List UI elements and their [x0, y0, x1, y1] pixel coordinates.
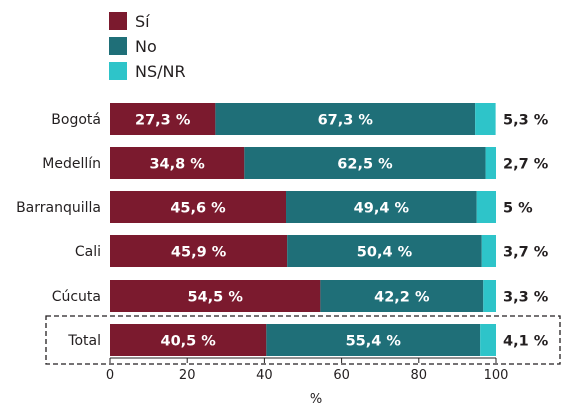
- legend-label-ns-nr: NS/NR: [135, 62, 186, 81]
- data-label-si-barranquilla: 45,6 %: [170, 201, 226, 217]
- bar-row-medellin: Medellín 34,8 % 62,5 % 2,7 %: [42, 147, 549, 179]
- bar-si-cali: [110, 235, 288, 267]
- bar-si-medellin: [110, 147, 245, 179]
- category-label-medellin: Medellín: [42, 156, 101, 172]
- bar-row-cali: Cali 45,9 % 50,4 % 3,7 %: [75, 235, 549, 267]
- x-tick-label-60: 60: [333, 368, 350, 383]
- legend-swatch-ns-nr: [109, 62, 127, 80]
- data-label-no-cucuta: 42,2 %: [374, 290, 430, 306]
- data-label-si-medellin: 34,8 %: [149, 157, 205, 173]
- x-tick-label-20: 20: [179, 368, 196, 383]
- bar-si-bogota: [110, 103, 216, 135]
- bar-si-cucuta: [110, 280, 321, 312]
- bar-si-total: [110, 324, 267, 356]
- legend: Sí No NS/NR: [109, 12, 186, 81]
- bar-no-medellin: [244, 147, 486, 179]
- x-axis: 0 20 40 60 80 100%: [106, 357, 509, 407]
- data-label-ns-nr-medellin: 2,7 %: [503, 157, 549, 173]
- data-label-ns-nr-total: 4,1 %: [503, 334, 549, 350]
- bar-no-cucuta: [320, 280, 484, 312]
- legend-swatch-si: [109, 12, 127, 30]
- data-label-si-cali: 45,9 %: [171, 245, 227, 261]
- data-label-si-cucuta: 54,5 %: [188, 290, 244, 306]
- category-label-barranquilla: Barranquilla: [16, 200, 101, 216]
- bar-ns-nr-medellin: [485, 147, 496, 179]
- data-label-si-total: 40,5 %: [160, 334, 216, 350]
- data-label-ns-nr-barranquilla: 5 %: [503, 201, 533, 217]
- highlight-box-total: [45, 315, 561, 365]
- data-label-no-cali: 50,4 %: [357, 245, 413, 261]
- bar-row-cucuta: Cúcuta 54,5 % 42,2 % 3,3 %: [52, 280, 549, 312]
- category-label-total: Total: [67, 333, 101, 349]
- data-label-no-bogota: 67,3 %: [318, 113, 374, 129]
- data-label-ns-nr-cali: 3,7 %: [503, 245, 549, 261]
- category-label-cali: Cali: [75, 244, 101, 260]
- bar-ns-nr-bogota: [475, 103, 496, 135]
- legend-label-si: Sí: [135, 12, 150, 31]
- legend-swatch-no: [109, 37, 127, 55]
- data-label-no-medellin: 62,5 %: [337, 157, 393, 173]
- bar-si-barranquilla: [110, 191, 287, 223]
- x-tick-label-100: 100: [484, 368, 509, 383]
- x-tick-label-80: 80: [411, 368, 428, 383]
- bar-row-barranquilla: Barranquilla 45,6 % 49,4 % 5 %: [16, 191, 533, 223]
- bar-ns-nr-cucuta: [483, 280, 496, 312]
- data-label-no-total: 55,4 %: [346, 334, 402, 350]
- bar-no-total: [266, 324, 481, 356]
- bar-no-barranquilla: [286, 191, 477, 223]
- legend-label-no: No: [135, 37, 157, 56]
- data-label-ns-nr-bogota: 5,3 %: [503, 113, 549, 129]
- bar-ns-nr-cali: [481, 235, 496, 267]
- x-tick-label-40: 40: [256, 368, 273, 383]
- bar-no-bogota: [215, 103, 476, 135]
- bar-ns-nr-total: [480, 324, 496, 356]
- x-axis-title: %: [310, 392, 322, 407]
- x-tick-label-0: 0: [106, 368, 114, 383]
- bar-no-cali: [287, 235, 482, 267]
- bars: Bogotá 27,3 % 67,3 % 5,3 % Medellín 34,8 % 62,…: [16, 103, 561, 365]
- bar-ns-nr-barranquilla: [476, 191, 496, 223]
- data-label-ns-nr-cucuta: 3,3 %: [503, 290, 549, 306]
- data-label-no-barranquilla: 49,4 %: [354, 201, 410, 217]
- bar-row-total: Total 40,5 % 55,4 % 4,1 %: [45, 315, 561, 365]
- data-label-si-bogota: 27,3 %: [135, 113, 191, 129]
- category-label-bogota: Bogotá: [51, 112, 101, 128]
- bar-row-bogota: Bogotá 27,3 % 67,3 % 5,3 %: [51, 103, 549, 135]
- category-label-cucuta: Cúcuta: [52, 289, 101, 305]
